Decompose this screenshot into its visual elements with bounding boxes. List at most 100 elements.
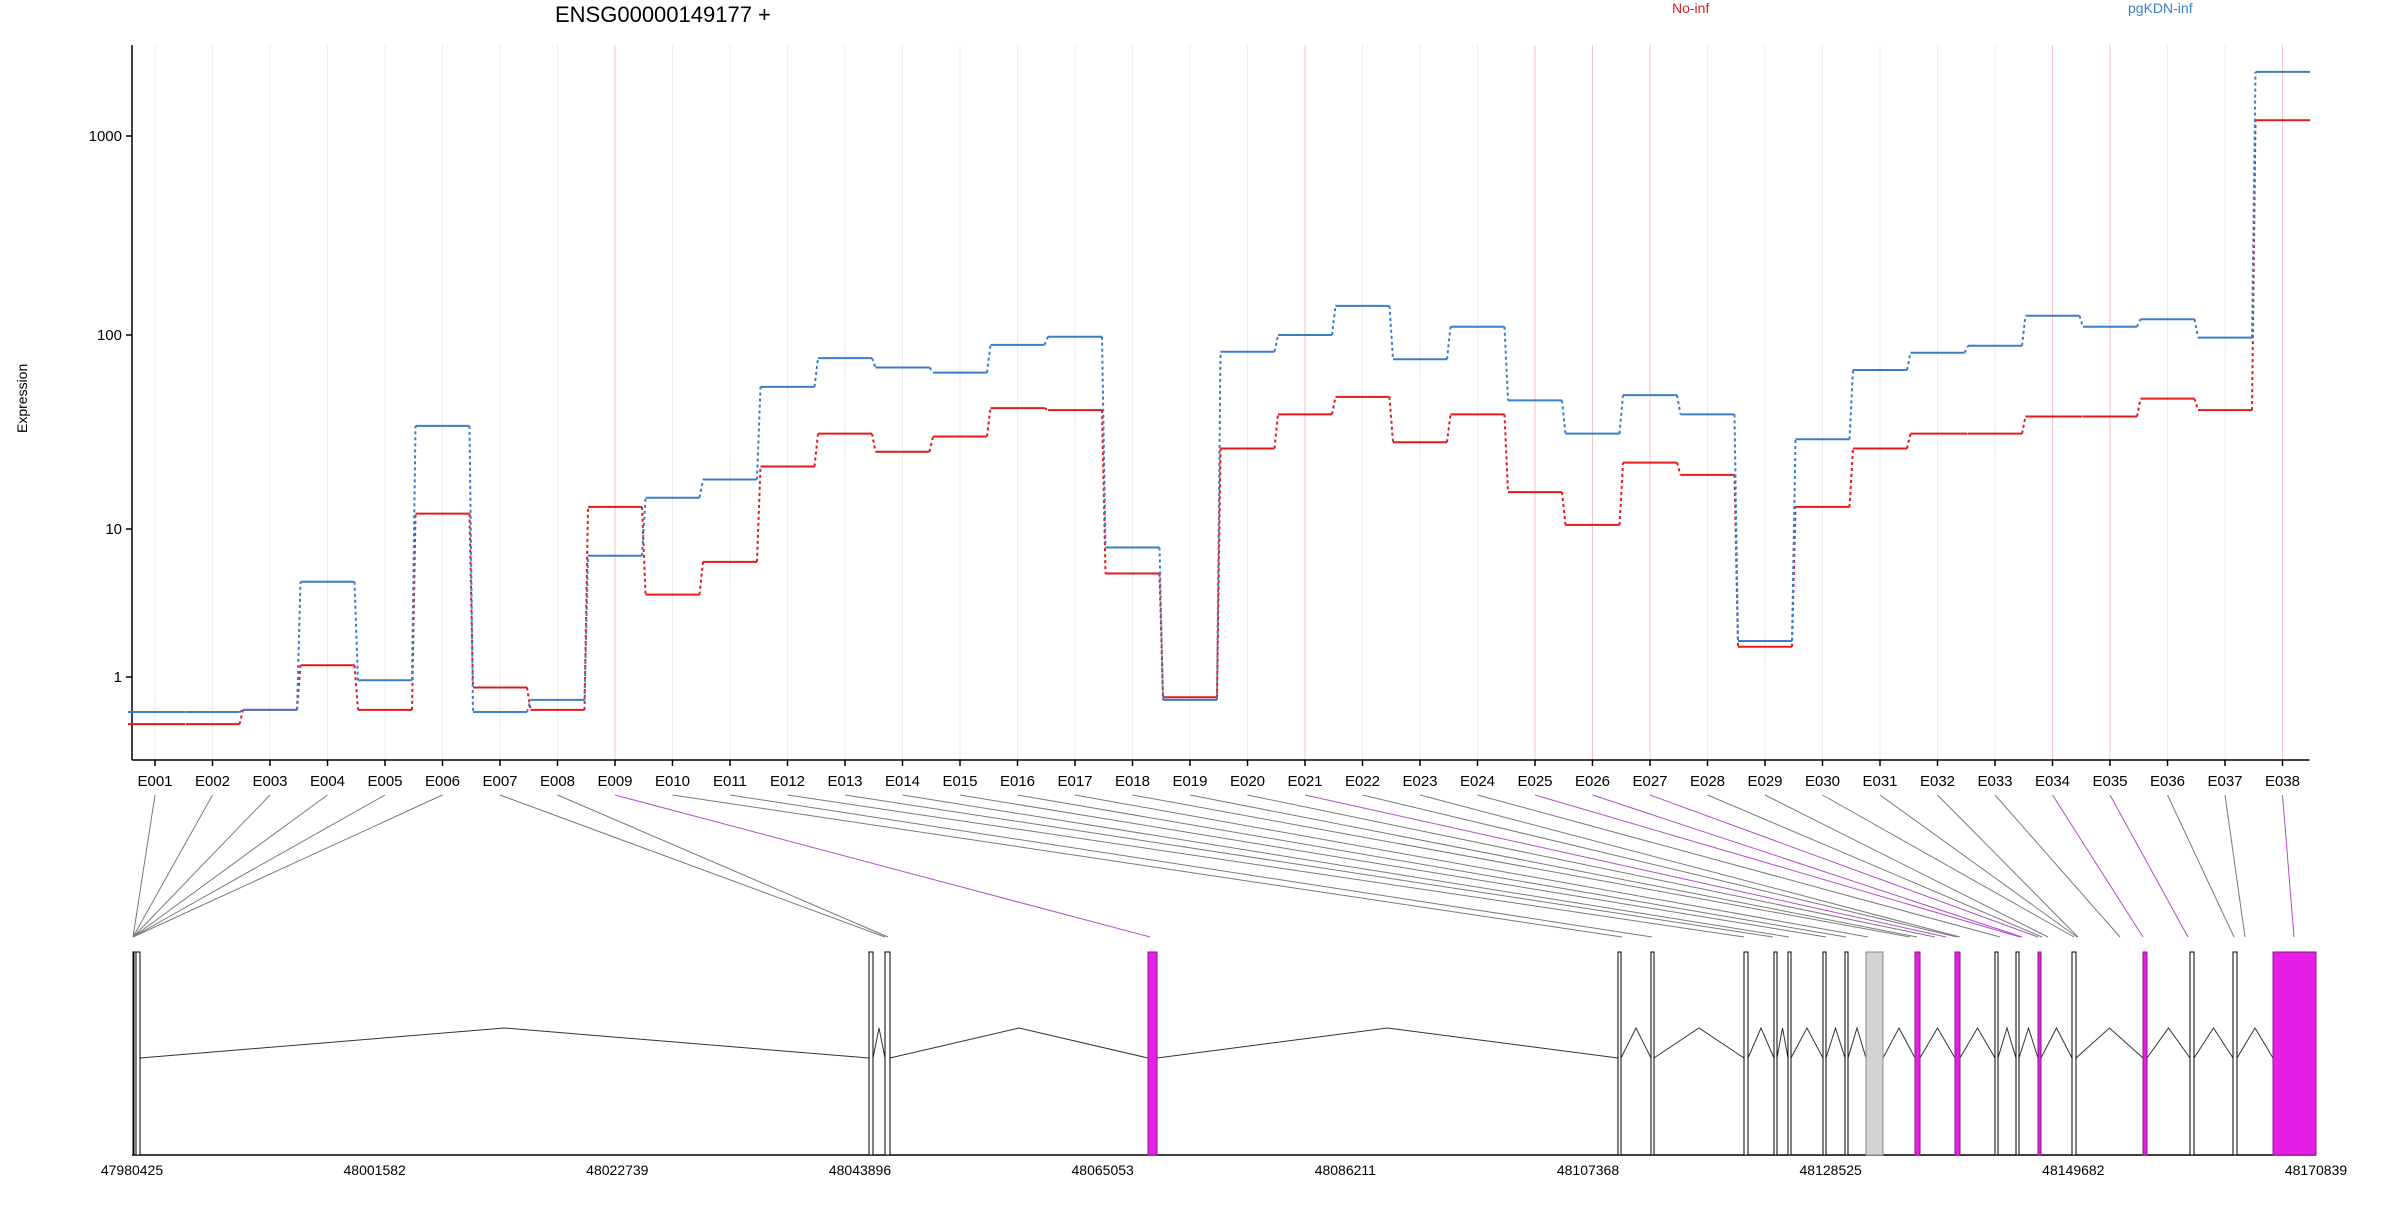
data-connector	[1906, 352, 1912, 371]
x-tick-label: E010	[655, 773, 690, 790]
data-connector	[2193, 319, 2199, 338]
intron-line	[2236, 1027, 2274, 1059]
y-axis-label: Expression	[14, 363, 30, 433]
exon-connector-line	[787, 794, 1745, 938]
exon-connector-line	[2052, 794, 2144, 938]
x-tick-label: E004	[310, 773, 345, 790]
x-tick-label: E037	[2207, 773, 2242, 790]
exon-connector-line	[2109, 794, 2189, 938]
x-tick-label: E029	[1747, 773, 1782, 790]
intron-line	[1959, 1027, 1996, 1059]
data-connector	[1331, 305, 1337, 336]
data-connector	[1791, 506, 1797, 647]
exon-connector-line	[1937, 794, 2079, 938]
data-connector	[871, 433, 877, 452]
data-connector	[698, 479, 704, 498]
data-connector	[1273, 334, 1279, 352]
exon-box	[1650, 951, 1655, 1156]
x-tick-label: E011	[713, 773, 747, 790]
data-connector	[698, 561, 704, 595]
x-tick-label: E038	[2265, 773, 2300, 790]
legend-pgkdn-inf: pgKDN-inf	[2128, 0, 2193, 16]
data-connector	[1906, 433, 1912, 449]
y-tick-label: 1	[114, 669, 122, 686]
exon-connector-line	[132, 794, 443, 938]
exon-connector-line	[1132, 794, 1911, 938]
data-connector	[2193, 398, 2199, 411]
data-connector	[986, 407, 992, 437]
exon-box	[868, 951, 874, 1156]
data-connector	[2078, 315, 2084, 328]
x-tick-label: E007	[482, 773, 517, 790]
genomic-tick-label: 48065053	[1072, 1162, 1135, 1178]
exon-connector-line	[672, 794, 1623, 938]
exon-box	[2232, 951, 2238, 1156]
data-connector	[1388, 396, 1394, 443]
x-tick-label: E032	[1920, 773, 1955, 790]
data-connector	[1043, 336, 1049, 346]
exon-box	[1787, 951, 1792, 1156]
y-tick-label: 100	[97, 327, 122, 344]
genomic-tick-label: 48001582	[344, 1162, 407, 1178]
exon-connector-line	[1707, 794, 2043, 938]
data-connector	[353, 581, 359, 681]
exon-box	[1147, 951, 1158, 1156]
x-tick-label: E008	[540, 773, 575, 790]
exon-box	[2071, 951, 2077, 1156]
data-connector	[1791, 439, 1797, 642]
data-connector	[641, 506, 647, 595]
chart-title: ENSG00000149177 +	[555, 2, 771, 27]
x-tick-label: E025	[1517, 773, 1552, 790]
exon-box	[1994, 951, 1999, 1156]
exon-connector-line	[844, 794, 1774, 938]
data-connector	[1043, 407, 1049, 411]
x-tick-label: E001	[137, 773, 172, 790]
exon-connector-line	[2224, 794, 2246, 938]
data-connector	[1561, 400, 1567, 434]
data-connector	[1963, 345, 1969, 354]
data-connector	[813, 433, 819, 467]
x-tick-label: E022	[1345, 773, 1380, 790]
data-connector	[1848, 448, 1854, 507]
intron-line	[139, 1027, 870, 1059]
data-connector	[583, 555, 589, 700]
genomic-tick-label: 48149682	[2042, 1162, 2105, 1178]
x-tick-label: E035	[2092, 773, 2127, 790]
data-connector	[1618, 395, 1624, 434]
data-connector	[583, 506, 589, 710]
exon-box	[2015, 951, 2020, 1156]
genomic-tick-label: 48086211	[1315, 1162, 1376, 1178]
intron-line	[1997, 1026, 2017, 1059]
exon-box	[1743, 951, 1749, 1156]
series-pgkdn-inf	[128, 70, 2310, 714]
data-connector	[1676, 394, 1682, 415]
exon-connector-line	[1074, 794, 1869, 938]
data-connector	[1158, 547, 1164, 700]
exon-connector-line	[959, 794, 1827, 938]
data-connector	[238, 708, 244, 713]
data-connector	[1733, 414, 1739, 642]
legend-no-inf: No-inf	[1672, 0, 1710, 16]
exon-connector-line	[1304, 794, 1947, 938]
intron-line	[1825, 1026, 1846, 1059]
exon-connector-line	[1419, 794, 1961, 938]
intron-line	[889, 1027, 1149, 1059]
exon-connector-line	[132, 794, 213, 938]
exon-box	[1914, 951, 1921, 1156]
exon-box	[135, 951, 141, 1156]
exon-connector-line	[132, 794, 156, 938]
x-tick-label: E027	[1632, 773, 1667, 790]
x-tick-label: E028	[1690, 773, 1725, 790]
exon-connector-line	[1247, 794, 1936, 938]
exon-box	[884, 951, 891, 1156]
exon-connector-line	[1649, 794, 2039, 938]
x-tick-label: E005	[367, 773, 402, 790]
data-connector	[756, 466, 762, 562]
x-tick-label: E012	[770, 773, 805, 790]
exon-box	[2272, 951, 2317, 1156]
exon-connector-line	[1477, 794, 2001, 938]
exon-connector-line	[902, 794, 1790, 938]
data-connector	[1273, 414, 1279, 449]
